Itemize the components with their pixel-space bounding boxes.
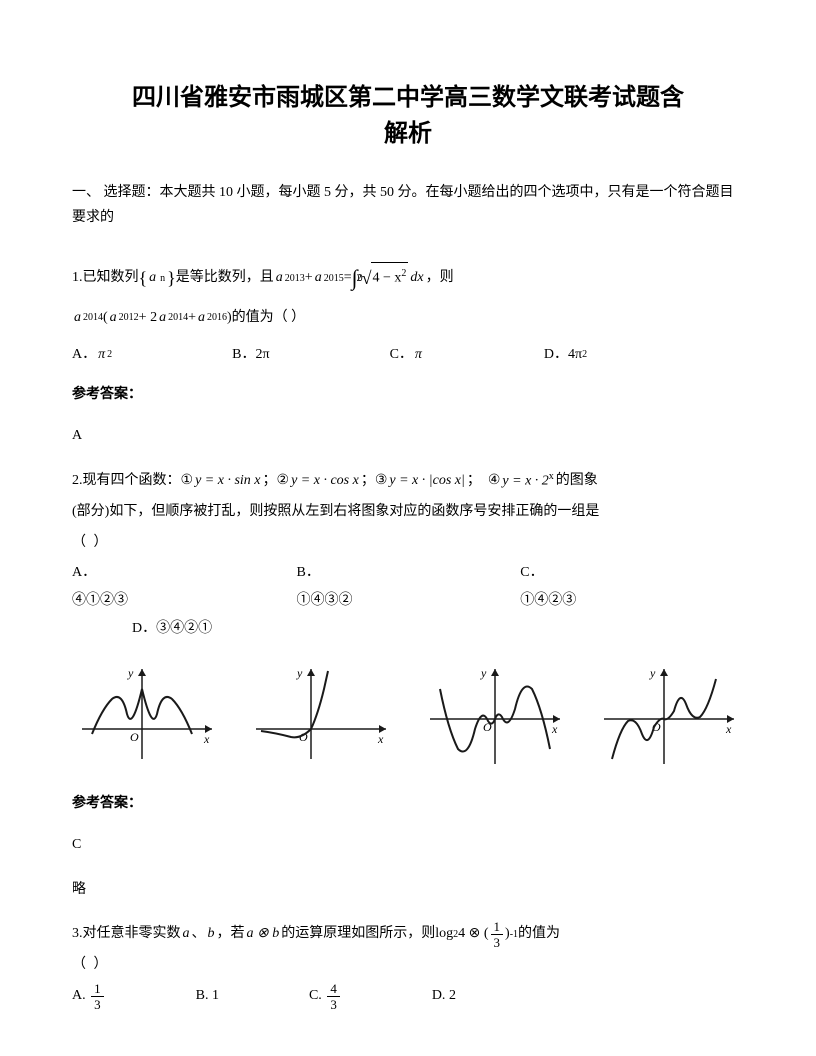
q2-option-a: A．④①②③	[72, 559, 146, 615]
svg-text:y: y	[649, 666, 656, 680]
q1-text-b: 是等比数列，且	[176, 263, 274, 294]
q2-f2: y = x · cos x	[289, 466, 361, 497]
q2-text-d: （ ）	[72, 528, 744, 559]
svg-text:y: y	[480, 666, 487, 680]
title-line-2: 解析	[72, 116, 744, 152]
q2-f1: y = x · sin x	[193, 466, 262, 497]
q3-text-d: 的运算原理如图所示，则	[281, 919, 435, 950]
page-title: 四川省雅安市雨城区第二中学高三数学文联考试题含 解析	[72, 80, 744, 152]
q2-options: A．④①②③ B．①④③② C．①④②③ D．③④②①	[72, 559, 744, 643]
q3-option-a: A. 13	[72, 981, 106, 1012]
q1-expression-2: a2014 ( a2012 + 2 a2014 + a2016 )	[72, 303, 232, 334]
q2-f3: y = x · |cos x|	[387, 466, 466, 497]
q2-f4: y = x · 2x	[500, 466, 555, 497]
graph-4: O x y	[594, 659, 744, 769]
svg-text:y: y	[296, 666, 303, 680]
q2-answer-label: 参考答案：	[72, 789, 744, 820]
q2-option-b: B．①④③②	[296, 559, 370, 615]
q1-option-a: A． π2	[72, 340, 112, 371]
q3-option-d: D. 2	[432, 981, 456, 1012]
q2-answer: C	[72, 830, 744, 861]
q1-sequence: {an}	[139, 259, 176, 299]
graph-2: O x y	[246, 659, 396, 769]
q1-num: 1.	[72, 263, 83, 294]
question-1: 1. 已知数列 {an} 是等比数列，且 a2013 + a2015 = ∫02…	[72, 254, 744, 452]
graph-3: O x y	[420, 659, 570, 769]
section-header: 一、 选择题：本大题共 10 小题，每小题 5 分，共 50 分。在每小题给出的…	[72, 180, 744, 230]
q3-option-c: C. 43	[309, 981, 342, 1012]
q1-option-d: D． 4π2	[544, 340, 587, 371]
q3-options: A. 13 B. 1 C. 43 D. 2	[72, 981, 744, 1012]
svg-text:x: x	[725, 722, 732, 736]
q3-expression: log2 4 ⊗ ( 13 )-1	[435, 919, 518, 950]
q3-num: 3.	[72, 919, 83, 950]
q3-var-b: b	[206, 919, 217, 950]
q1-options: A． π2 B． 2π C． π D． 4π2	[72, 340, 744, 371]
q3-text-c: ，若	[217, 919, 245, 950]
svg-text:x: x	[203, 732, 210, 746]
svg-text:x: x	[377, 732, 384, 746]
q2-graphs: O x y O x y O x y	[72, 659, 744, 769]
svg-text:O: O	[483, 720, 492, 734]
q3-var-a: a	[181, 919, 192, 950]
q2-brief: 略	[72, 875, 744, 906]
question-3: 3. 对任意非零实数 a 、 b ，若 a ⊗ b 的运算原理如图所示，则 lo…	[72, 919, 744, 1011]
q2-option-c: C．①④②③	[520, 559, 594, 615]
q1-answer: A	[72, 421, 744, 452]
q2-text-b: 的图象	[556, 466, 598, 497]
q2-text-a: 现有四个函数：	[83, 466, 181, 497]
q3-text-e: 的值为	[518, 919, 560, 950]
q3-option-b: B. 1	[196, 981, 219, 1012]
q3-op: a ⊗ b	[245, 919, 282, 950]
q1-text-a: 已知数列	[83, 263, 139, 294]
q2-num: 2.	[72, 466, 83, 497]
svg-text:y: y	[127, 666, 134, 680]
svg-text:O: O	[130, 730, 139, 744]
q1-option-c: C． π	[390, 340, 424, 371]
q2-text-c: (部分)如下，但顺序被打乱，则按照从左到右将图象对应的函数序号安排正确的一组是	[72, 497, 744, 528]
q3-text-f: （ ）	[72, 950, 744, 981]
q3-text-b: 、	[192, 919, 206, 950]
q3-text-a: 对任意非零实数	[83, 919, 181, 950]
q1-option-b: B． 2π	[232, 340, 269, 371]
q1-equation: a2013 + a2015 = ∫02 √4 − x2 dx	[274, 254, 426, 302]
graph-1: O x y	[72, 659, 222, 769]
q1-answer-label: 参考答案：	[72, 380, 744, 411]
q1-text-c: ，则	[426, 263, 454, 294]
title-line-1: 四川省雅安市雨城区第二中学高三数学文联考试题含	[72, 80, 744, 116]
q2-option-d: D．③④②①	[132, 615, 212, 643]
question-2: 2. 现有四个函数： ① y = x · sin x ； ② y = x · c…	[72, 466, 744, 905]
svg-text:x: x	[551, 722, 558, 736]
q1-text-d: 的值为（ ）	[232, 303, 306, 334]
